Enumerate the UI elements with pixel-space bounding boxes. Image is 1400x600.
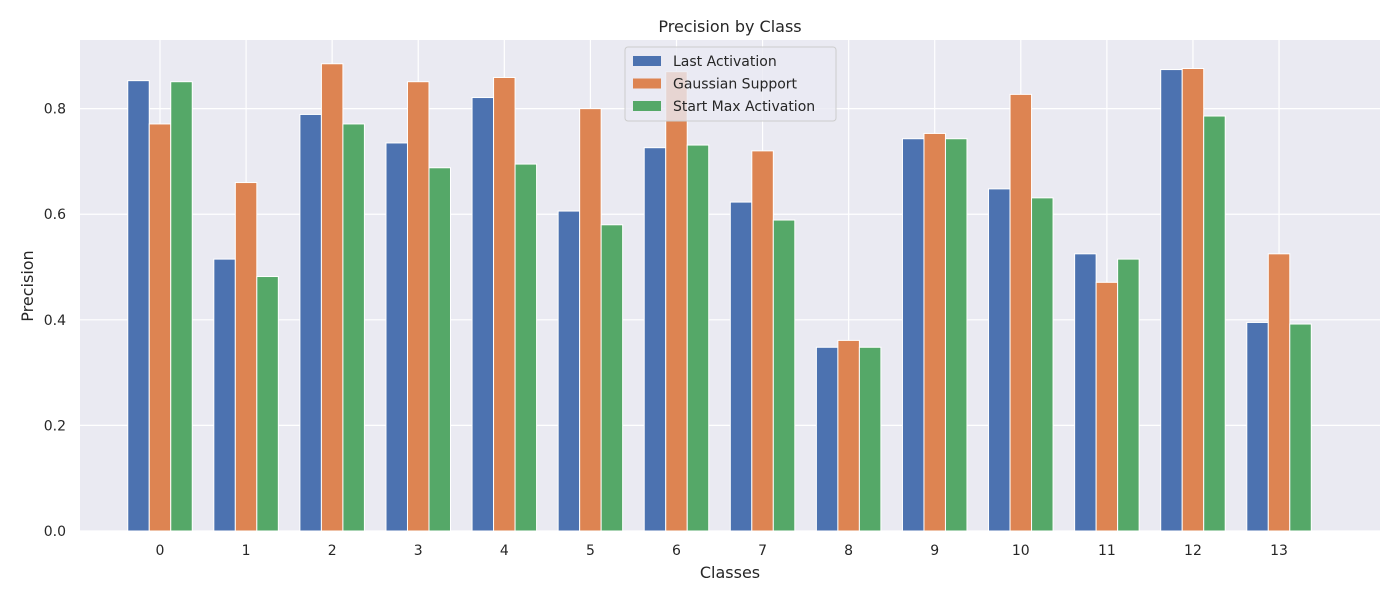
x-tick-label: 11 — [1098, 543, 1116, 559]
x-tick-label: 1 — [242, 543, 251, 559]
bar-gaussian-support-class-11 — [1095, 281, 1119, 532]
x-axis-title: Classes — [700, 563, 760, 582]
bar-gaussian-support-class-8 — [837, 339, 860, 532]
legend-swatch — [633, 56, 661, 66]
bar-gaussian-support-class-10 — [1009, 93, 1033, 532]
x-tick-label: 4 — [500, 543, 509, 559]
y-axis-title: Precision — [18, 250, 37, 321]
bar-last-activation-class-3 — [385, 142, 408, 532]
x-tick-label: 3 — [414, 543, 423, 559]
x-tick-label: 8 — [844, 543, 853, 559]
bar-gaussian-support-class-12 — [1181, 68, 1205, 532]
y-axis: 0.0 0.2 0.4 0.6 0.8 — [44, 102, 66, 540]
y-tick-label: 0.2 — [44, 418, 66, 434]
chart-title: Precision by Class — [658, 17, 801, 36]
bar-last-activation-class-2 — [299, 113, 322, 532]
y-tick-label: 0.8 — [44, 102, 66, 118]
bar-start-max-activation-class-10 — [1031, 197, 1054, 532]
bar-last-activation-class-0 — [127, 80, 150, 532]
x-tick-label: 10 — [1012, 543, 1030, 559]
x-axis: 0 1 2 3 4 5 6 7 8 9 10 11 12 13 — [156, 543, 1288, 559]
bar-last-activation-class-7 — [729, 201, 753, 532]
bar-last-activation-class-11 — [1074, 253, 1097, 532]
bar-gaussian-support-class-2 — [320, 63, 344, 532]
x-tick-label: 7 — [758, 543, 767, 559]
legend-box — [624, 46, 837, 122]
bar-start-max-activation-class-5 — [600, 224, 624, 532]
bars-group — [127, 63, 1312, 532]
bar-last-activation-class-10 — [988, 188, 1011, 532]
legend: Last Activation Gaussian Support Start Max… — [624, 46, 837, 122]
bar-start-max-activation-class-4 — [514, 163, 538, 532]
bar-start-max-activation-class-2 — [342, 123, 365, 532]
bar-start-max-activation-class-12 — [1203, 115, 1226, 532]
bar-gaussian-support-class-4 — [493, 76, 516, 532]
y-tick-label: 0.0 — [44, 524, 66, 540]
bar-start-max-activation-class-7 — [772, 219, 796, 532]
bar-start-max-activation-class-3 — [428, 167, 451, 532]
x-tick-label: 9 — [930, 543, 939, 559]
legend-swatch — [633, 101, 661, 111]
legend-swatch — [633, 78, 661, 89]
bar-start-max-activation-class-9 — [944, 138, 968, 532]
legend-label: Gaussian Support — [673, 77, 798, 93]
x-tick-label: 5 — [586, 543, 595, 559]
bar-gaussian-support-class-13 — [1267, 253, 1291, 532]
bar-last-activation-class-12 — [1160, 69, 1183, 532]
bar-gaussian-support-class-0 — [148, 123, 172, 532]
bar-gaussian-support-class-3 — [406, 81, 430, 532]
bar-last-activation-class-4 — [471, 97, 495, 532]
y-tick-label: 0.6 — [44, 207, 66, 223]
bar-gaussian-support-class-1 — [234, 182, 258, 532]
bar-last-activation-class-8 — [815, 346, 839, 532]
bar-last-activation-class-6 — [643, 147, 667, 532]
x-tick-label: 6 — [672, 543, 681, 559]
bar-start-max-activation-class-11 — [1117, 258, 1140, 532]
bar-last-activation-class-13 — [1246, 321, 1269, 532]
x-tick-label: 0 — [156, 543, 165, 559]
bar-start-max-activation-class-6 — [686, 144, 710, 532]
bar-start-max-activation-class-13 — [1289, 323, 1312, 532]
bar-gaussian-support-class-6 — [665, 71, 688, 532]
bar-last-activation-class-9 — [901, 138, 925, 532]
bar-start-max-activation-class-8 — [858, 346, 882, 532]
y-tick-label: 0.4 — [44, 313, 66, 329]
bar-gaussian-support-class-7 — [751, 150, 774, 532]
bar-start-max-activation-class-0 — [170, 81, 193, 532]
x-tick-label: 2 — [328, 543, 337, 559]
bar-gaussian-support-class-9 — [923, 132, 946, 532]
x-tick-label: 12 — [1184, 543, 1202, 559]
legend-label: Start Max Activation — [673, 99, 815, 115]
legend-label: Last Activation — [673, 54, 777, 70]
bar-last-activation-class-1 — [213, 258, 236, 532]
bar-last-activation-class-5 — [557, 210, 581, 532]
x-tick-label: 13 — [1270, 543, 1288, 559]
bar-gaussian-support-class-5 — [579, 108, 602, 532]
bar-start-max-activation-class-1 — [256, 276, 279, 532]
